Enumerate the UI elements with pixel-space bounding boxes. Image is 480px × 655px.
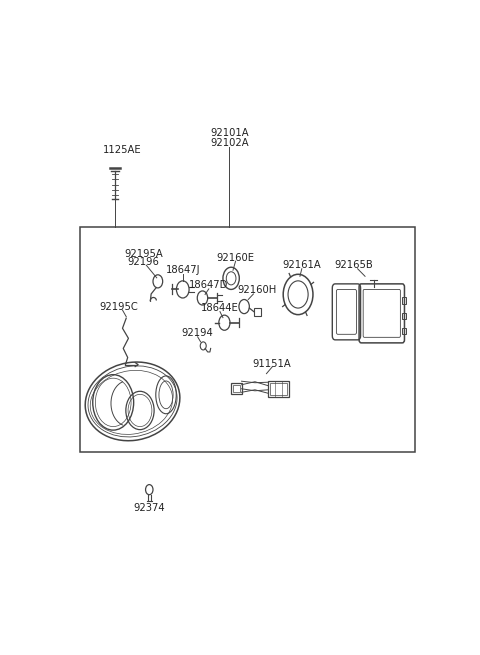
Bar [233,384,240,392]
Text: 91151A: 91151A [252,358,291,369]
Bar [270,383,288,396]
Text: 92195C: 92195C [99,301,138,312]
Bar [402,297,406,303]
Bar [402,328,406,334]
Text: 92195A: 92195A [124,249,163,259]
Text: 92101A: 92101A [210,128,249,138]
Text: 92165B: 92165B [335,260,373,271]
Bar [254,308,261,316]
Text: 92374: 92374 [133,503,165,514]
Text: 92160H: 92160H [238,286,277,295]
Text: 92161A: 92161A [282,260,321,271]
Text: 92102A: 92102A [210,138,249,147]
Text: 92160E: 92160E [216,253,254,263]
Text: 92196: 92196 [128,257,160,267]
Text: 18647D: 18647D [189,280,228,290]
Bar [231,383,241,394]
Bar [402,312,406,319]
Text: 18644E: 18644E [201,303,239,313]
Text: 1125AE: 1125AE [103,145,142,155]
Text: 18647J: 18647J [166,265,200,275]
Text: 92194: 92194 [182,328,214,338]
Bar [81,227,415,452]
Bar [268,381,289,398]
